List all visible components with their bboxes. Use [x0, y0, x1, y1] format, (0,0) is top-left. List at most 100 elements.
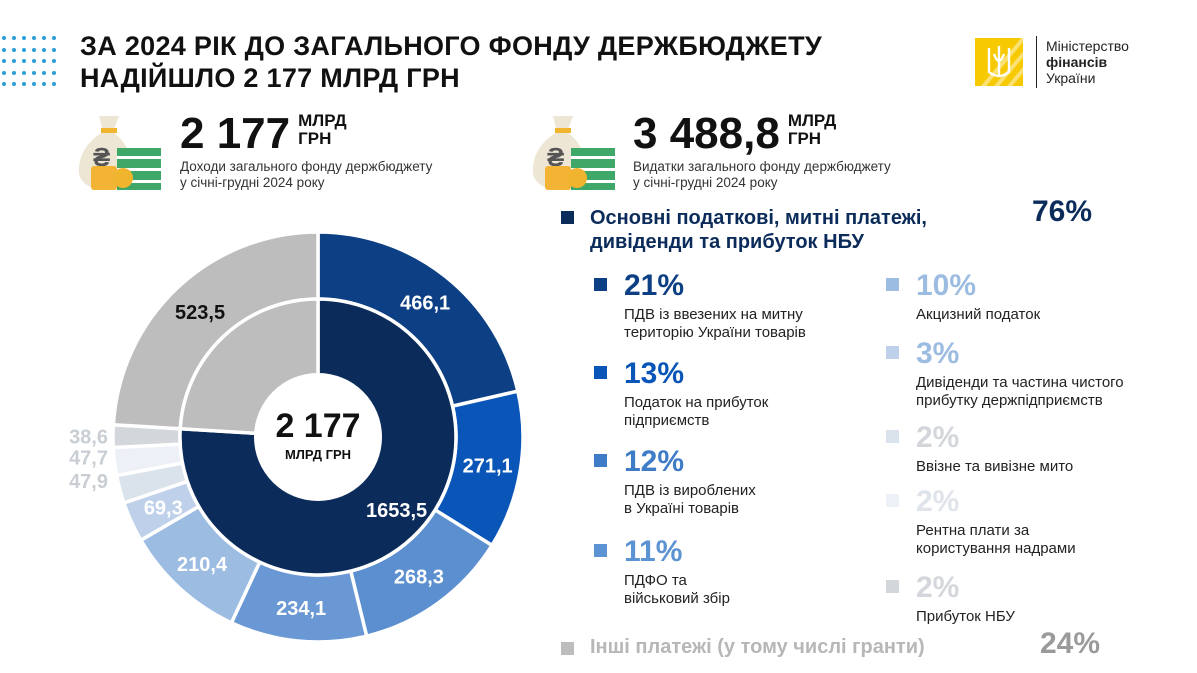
legend-swatch [594, 278, 607, 291]
legend-item-line2: в Україні товарів [624, 500, 740, 517]
legend-swatch [886, 494, 899, 507]
legend-item-line1: ПДВ із вироблених [624, 482, 756, 499]
ministry-name: Міністерство фінансів України [1046, 38, 1129, 86]
unit: ГРН [787, 129, 822, 148]
outer-segment-label: 210,4 [177, 554, 228, 576]
unit: МЛРД [298, 111, 347, 130]
legend-item-line2: прибутку держпідприємств [916, 392, 1103, 409]
legend-swatch [594, 544, 607, 557]
legend-item-line1: Податок на прибуток [624, 394, 769, 411]
dot [22, 36, 26, 40]
decorative-dots [2, 36, 62, 86]
legend-swatch [886, 278, 899, 291]
dot [52, 82, 56, 86]
outer-segment-label: 523,5 [175, 302, 225, 324]
legend-item-line1: Прибуток НБУ [916, 608, 1015, 625]
title-line-2: НАДІЙШЛО 2 177 МЛРД ГРН [80, 63, 460, 93]
legend-item-label: ПДФО та військовий збір [624, 572, 730, 608]
svg-text:₴: ₴ [547, 142, 564, 172]
dot [52, 47, 56, 52]
logo-line-1: Міністерство [1046, 38, 1129, 54]
legend-item-pct: 12% [624, 445, 685, 478]
money-bag-icon: ₴ [78, 116, 161, 190]
dot [12, 47, 16, 52]
legend-item-line2: територію України товарів [624, 324, 806, 341]
legend-swatch-other [561, 642, 574, 655]
legend-item-pct: 2% [916, 571, 960, 604]
legend-other-pct: 24% [1040, 627, 1101, 660]
svg-text:₴: ₴ [93, 142, 110, 172]
legend-item-line2: користування надрами [916, 540, 1076, 557]
legend-item-pct: 10% [916, 269, 977, 302]
legend-item-pct: 2% [916, 485, 960, 518]
dot [22, 70, 26, 75]
outer-segment-label: 69,3 [144, 497, 183, 519]
legend-other-label: Інші платежі (у тому числі гранти) [590, 636, 925, 658]
legend-main-heading: Основні податкові, митні платежі, дивіде… [590, 206, 927, 254]
outer-segment-label: 47,9 [69, 471, 108, 493]
title-line-1: ЗА 2024 РІК ДО ЗАГАЛЬНОГО ФОНДУ ДЕРЖБЮДЖ… [80, 31, 822, 61]
legend-item-label: ПДВ із ввезених на митну територію Украї… [624, 306, 806, 342]
legend-item-label: Рентна плати за користування надрами [916, 522, 1076, 558]
dot [22, 47, 26, 52]
legend-item-line1: Ввізне та вивізне мито [916, 458, 1074, 475]
unit: ГРН [298, 129, 332, 148]
dot [12, 82, 16, 86]
outer-segment-label: 271,1 [463, 455, 513, 477]
outer-segment-label: 268,3 [394, 566, 444, 588]
dot [12, 70, 16, 75]
dot [22, 82, 26, 86]
revenue-period: у січні-грудні 2024 року [180, 175, 325, 190]
dot [42, 36, 46, 40]
legend-swatch [886, 346, 899, 359]
center-value: 2 177 [275, 407, 360, 445]
legend-main-pct: 76% [1032, 195, 1093, 228]
dot [32, 70, 36, 75]
dot [32, 59, 36, 63]
dot [2, 82, 6, 86]
dot [2, 59, 6, 63]
legend-item-label: Прибуток НБУ [916, 608, 1015, 626]
dot [32, 47, 36, 52]
revenue-value: 2 177 [180, 109, 291, 158]
dot [42, 47, 46, 52]
center-unit: МЛРД ГРН [285, 447, 351, 462]
dot [52, 59, 56, 63]
dot [52, 36, 56, 40]
logo-line-3: України [1046, 70, 1096, 86]
revenue-stat: 2 177 МЛРД ГРН Доходи загального фонду де… [180, 112, 432, 191]
dot [22, 59, 26, 63]
legend-swatch [594, 454, 607, 467]
dot [42, 59, 46, 63]
page-title: ЗА 2024 РІК ДО ЗАГАЛЬНОГО ФОНДУ ДЕРЖБЮДЖ… [80, 30, 822, 94]
revenue-donut-chart: 2 177 МЛРД ГРН 466,1 271,1 268,3 234,1 210,4… [69, 230, 525, 644]
dot [2, 36, 6, 40]
legend-item-line2: підприємств [624, 412, 710, 429]
expenditure-desc: Видатки загального фонду держбюджету [633, 159, 891, 174]
legend-item-label: Податок на прибуток підприємств [624, 394, 768, 430]
legend-item-pct: 2% [916, 421, 960, 454]
legend-item-label: ПДВ із вироблених в Україні товарів [624, 482, 756, 518]
dot [32, 82, 36, 86]
outer-segment-label: 47,7 [69, 448, 108, 470]
outer-segment-label: 38,6 [69, 426, 108, 448]
legend-item-label: Акцизний податок [916, 306, 1040, 324]
expenditure-period: у січні-грудні 2024 року [633, 175, 778, 190]
legend-item-line1: ПДВ із ввезених на митну [624, 306, 803, 323]
legend-swatch [886, 430, 899, 443]
dot [12, 59, 16, 63]
legend-item-pct: 21% [624, 269, 685, 302]
legend-item-line1: Акцизний податок [916, 306, 1041, 323]
legend-swatch [886, 580, 899, 593]
dot [2, 47, 6, 52]
donut-center [254, 373, 382, 501]
legend-swatch-main [561, 211, 574, 224]
expenditure-stat: 3 488,8 МЛРД ГРН Видатки загального фонду… [633, 112, 891, 191]
outer-segment-label: 234,1 [276, 598, 326, 620]
legend-item-label: Дивіденди та частина чистого прибутку де… [916, 374, 1124, 410]
dot [42, 82, 46, 86]
legend-item-pct: 13% [624, 357, 685, 390]
legend-item-label: Ввізне та вивізне мито [916, 458, 1073, 476]
legend-item-line1: ПДФО та [624, 572, 687, 589]
legend-main-line1: Основні податкові, митні платежі, [590, 207, 927, 229]
